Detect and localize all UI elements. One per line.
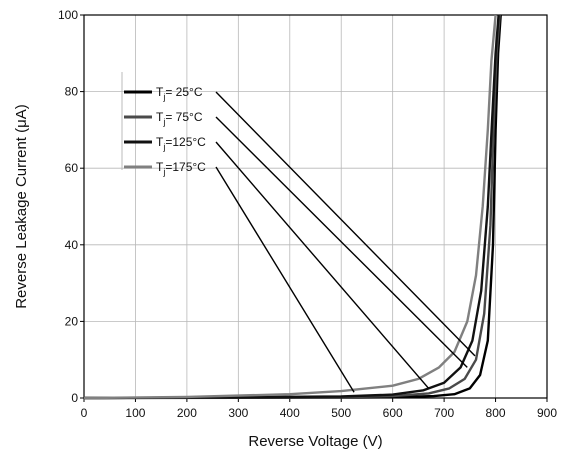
x-tick-label: 100 — [125, 406, 145, 420]
x-axis-title: Reverse Voltage (V) — [248, 433, 382, 450]
legend-label-0: Tj= 25°C — [156, 85, 203, 102]
annotation-leader-3 — [215, 166, 355, 393]
x-tick-label: 400 — [280, 406, 300, 420]
legend: Tj= 25°C Tj= 75°C Tj=125°C Tj=175°C — [121, 72, 206, 177]
x-tick-label: 300 — [228, 406, 248, 420]
y-tick-label: 80 — [65, 85, 79, 99]
series-line-2 — [83, 14, 500, 400]
y-tick-label: 100 — [58, 8, 78, 22]
x-tick-label: 200 — [177, 406, 197, 420]
y-tick-label: 0 — [71, 391, 78, 405]
series-line-0 — [83, 14, 502, 400]
annotation-leader-1 — [215, 116, 468, 368]
annotation-leader-0 — [215, 91, 476, 357]
x-tick-label: 600 — [383, 406, 403, 420]
y-tick-label: 20 — [65, 314, 79, 328]
series-line-3 — [83, 14, 497, 400]
x-tick-label: 700 — [434, 406, 454, 420]
x-tick-label: 500 — [331, 406, 351, 420]
grid — [83, 14, 548, 399]
series-line-1 — [83, 14, 501, 400]
x-tick-label: 0 — [81, 406, 88, 420]
legend-label-1: Tj= 75°C — [156, 110, 203, 127]
legend-label-3: Tj=175°C — [156, 160, 206, 177]
plot-frame — [83, 14, 548, 399]
y-axis-title: Reverse Leakage Current (μA) — [13, 104, 30, 309]
x-tick-label: 800 — [486, 406, 506, 420]
legend-label-2: Tj=125°C — [156, 135, 206, 152]
series-lines — [83, 14, 502, 400]
annotation-leader-2 — [215, 141, 430, 389]
x-tick-label: 900 — [537, 406, 557, 420]
annotation-leaders — [215, 91, 476, 393]
y-tick-label: 40 — [65, 238, 79, 252]
y-tick-label: 60 — [65, 161, 79, 175]
